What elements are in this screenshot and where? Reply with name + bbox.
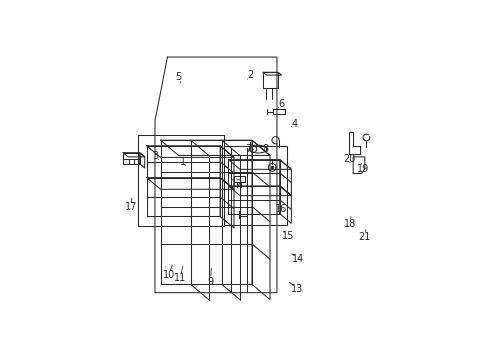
Text: 6: 6 <box>278 99 284 109</box>
Text: 3: 3 <box>152 151 158 161</box>
Text: 13: 13 <box>290 284 303 294</box>
Text: 21: 21 <box>357 232 370 242</box>
Text: 8: 8 <box>262 144 268 154</box>
Text: 2: 2 <box>247 70 253 80</box>
Text: 5: 5 <box>175 72 182 82</box>
Text: 16: 16 <box>274 204 286 214</box>
Text: 1: 1 <box>179 157 185 167</box>
Text: 9: 9 <box>207 276 213 287</box>
Text: 20: 20 <box>342 154 354 164</box>
Text: 11: 11 <box>174 273 186 283</box>
Text: 15: 15 <box>281 231 294 241</box>
Text: 14: 14 <box>291 254 304 264</box>
Text: 18: 18 <box>343 219 355 229</box>
Text: 7: 7 <box>245 144 251 154</box>
Text: 17: 17 <box>124 202 137 212</box>
Text: 4: 4 <box>291 119 297 129</box>
Text: 12: 12 <box>231 179 243 189</box>
Text: 19: 19 <box>356 164 368 174</box>
Text: 10: 10 <box>163 270 175 280</box>
